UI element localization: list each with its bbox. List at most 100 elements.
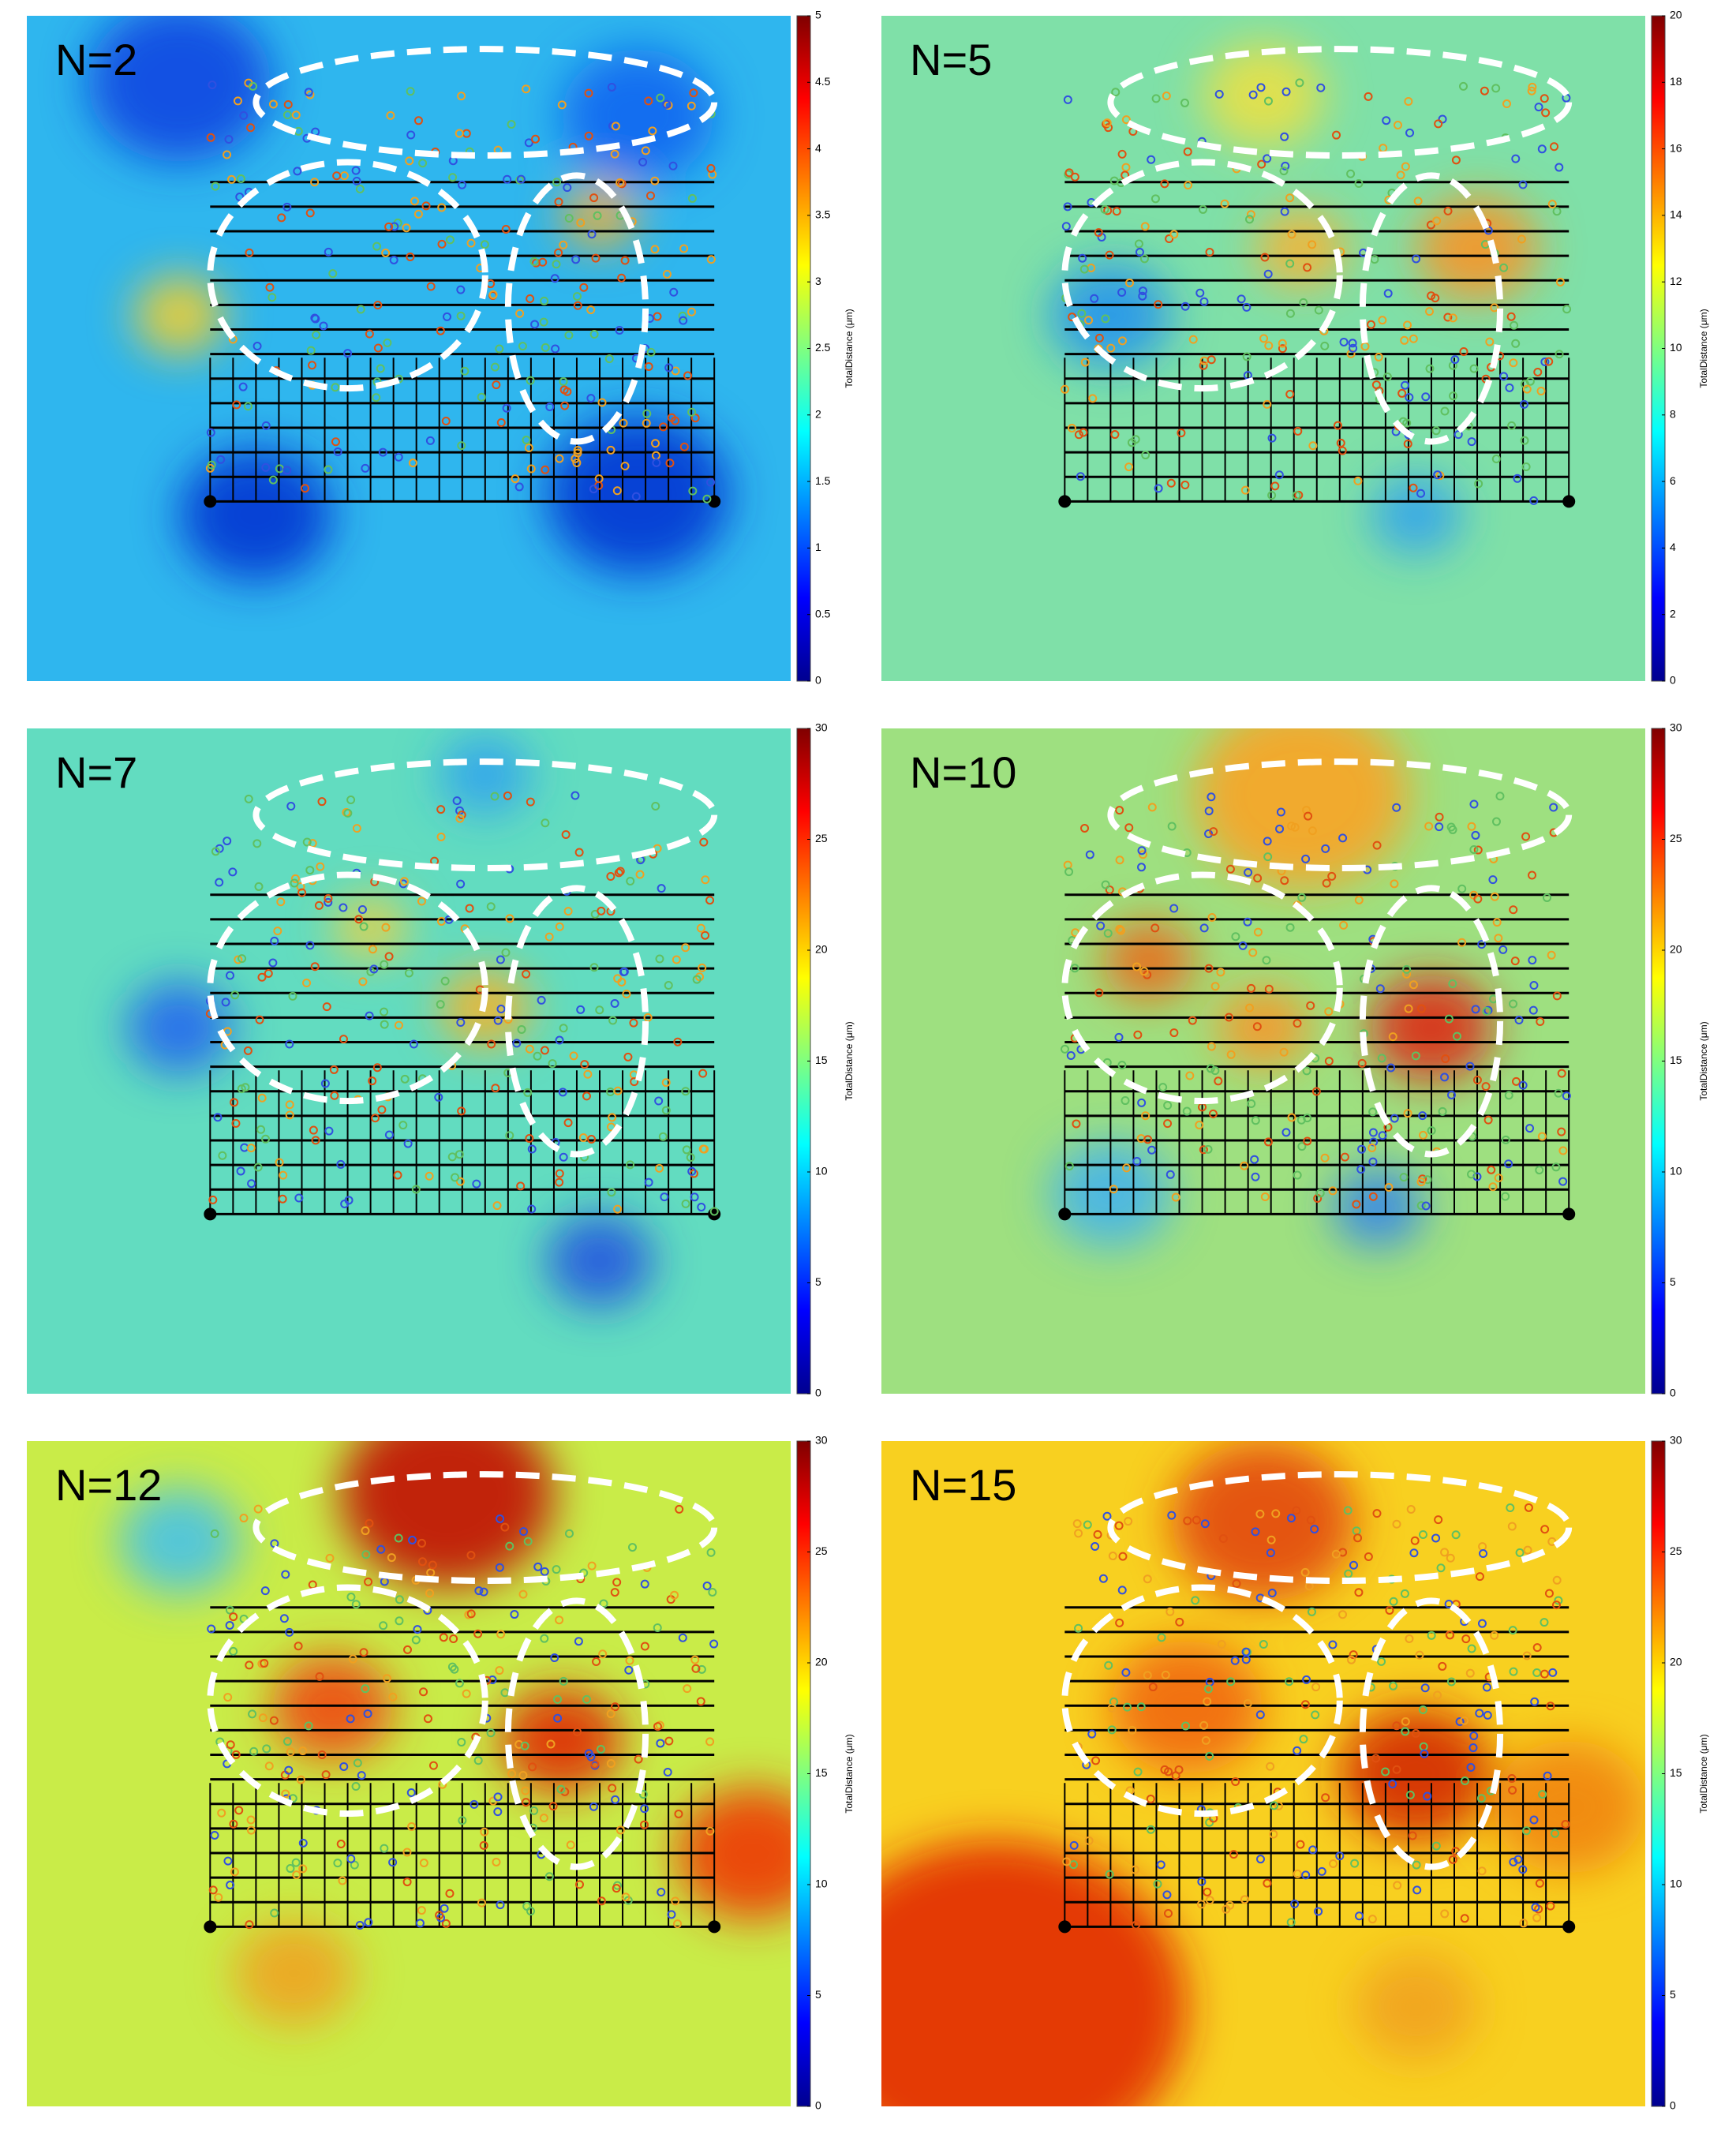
cell-marker bbox=[701, 930, 710, 940]
colorbar-label: TotalDistance (μm) bbox=[844, 309, 855, 387]
cell-marker bbox=[491, 1084, 500, 1093]
cell-marker bbox=[309, 1125, 318, 1135]
cell-marker bbox=[230, 1098, 239, 1107]
cell-marker bbox=[1125, 278, 1135, 287]
cell-marker bbox=[1263, 96, 1273, 106]
cell-marker bbox=[1147, 803, 1157, 812]
region-outline bbox=[504, 172, 649, 445]
cell-marker bbox=[400, 1074, 410, 1084]
cell-marker bbox=[487, 1039, 496, 1049]
cell-marker bbox=[246, 1144, 256, 1153]
cell-marker bbox=[223, 837, 232, 846]
cell-marker bbox=[526, 797, 535, 807]
cell-marker bbox=[370, 1114, 380, 1123]
cell-marker bbox=[555, 1177, 564, 1187]
cell-marker bbox=[1103, 929, 1113, 938]
cell-marker bbox=[215, 878, 224, 887]
cell-marker bbox=[436, 916, 446, 926]
cell-marker bbox=[574, 848, 584, 857]
cell-marker bbox=[1106, 343, 1116, 353]
cell-marker bbox=[1490, 303, 1499, 313]
cell-marker bbox=[1253, 927, 1263, 937]
cell-marker bbox=[550, 274, 559, 283]
cell-marker bbox=[306, 346, 316, 355]
cell-marker bbox=[641, 146, 650, 155]
cell-marker bbox=[681, 1199, 690, 1208]
cell-marker bbox=[423, 1714, 432, 1724]
cell-marker bbox=[1320, 341, 1330, 350]
cell-marker bbox=[1264, 341, 1274, 350]
colorbar-tick-label: 5 bbox=[815, 1988, 821, 2001]
cell-marker bbox=[285, 1627, 294, 1637]
cell-marker bbox=[671, 366, 680, 376]
cell-marker bbox=[1448, 979, 1457, 989]
cell-marker bbox=[1476, 1794, 1486, 1803]
cell-marker bbox=[1434, 1515, 1443, 1525]
cell-marker bbox=[1250, 1155, 1259, 1164]
cell-marker bbox=[247, 1179, 256, 1189]
cell-marker bbox=[311, 1136, 320, 1145]
colorbar-tick-label: 3 bbox=[815, 275, 821, 287]
cell-marker bbox=[1483, 1115, 1493, 1125]
cell-marker bbox=[439, 1633, 448, 1642]
cell-marker bbox=[626, 876, 635, 885]
heat-field bbox=[881, 728, 1645, 1394]
cell-marker bbox=[234, 955, 243, 964]
cell-marker bbox=[1263, 837, 1272, 846]
cell-marker bbox=[1332, 130, 1341, 140]
heat-field bbox=[881, 1441, 1645, 2106]
colorbar-tick-label: 16 bbox=[1670, 141, 1682, 154]
cell-marker bbox=[387, 1553, 396, 1563]
cell-marker bbox=[1492, 918, 1502, 927]
cell-marker bbox=[394, 452, 403, 462]
cell-marker bbox=[1293, 1746, 1302, 1755]
cell-marker bbox=[1416, 1004, 1426, 1013]
cell-marker bbox=[384, 952, 394, 961]
cell-marker bbox=[279, 1614, 289, 1623]
cell-marker bbox=[672, 955, 681, 964]
cell-marker bbox=[1302, 1066, 1311, 1076]
region-outline bbox=[207, 1584, 488, 1818]
cell-marker bbox=[1353, 476, 1363, 485]
cell-marker bbox=[402, 1878, 412, 1887]
cell-marker bbox=[524, 138, 533, 148]
cell-marker bbox=[1091, 1542, 1100, 1552]
cell-marker bbox=[655, 954, 664, 964]
cell-marker bbox=[686, 1153, 695, 1162]
cell-marker bbox=[237, 1084, 246, 1094]
cell-marker bbox=[1293, 1869, 1302, 1878]
cell-marker bbox=[579, 283, 589, 292]
cell-marker bbox=[1267, 491, 1277, 500]
cell-marker bbox=[1064, 168, 1074, 178]
cell-marker bbox=[589, 330, 599, 339]
cell-marker bbox=[493, 1807, 503, 1817]
colorbar-tick-label: 2.5 bbox=[815, 341, 831, 354]
region-outline bbox=[1107, 1471, 1573, 1585]
cell-marker bbox=[518, 1527, 528, 1537]
cell-marker bbox=[559, 1024, 568, 1033]
cell-marker bbox=[1243, 917, 1252, 927]
cell-marker bbox=[1232, 1579, 1241, 1589]
cell-marker bbox=[1502, 99, 1512, 109]
cell-marker bbox=[1562, 305, 1572, 314]
cell-marker bbox=[628, 1543, 638, 1552]
cell-marker bbox=[518, 342, 527, 351]
cell-marker bbox=[682, 1145, 691, 1155]
cell-marker bbox=[576, 1005, 586, 1014]
cell-marker bbox=[604, 354, 614, 364]
cell-marker bbox=[361, 1684, 370, 1694]
cell-marker bbox=[1146, 1825, 1155, 1834]
cell-marker bbox=[1381, 1767, 1390, 1776]
cell-marker bbox=[389, 255, 398, 264]
cell-marker bbox=[1491, 455, 1501, 464]
cell-marker bbox=[1524, 1503, 1533, 1512]
cell-marker bbox=[1475, 1709, 1484, 1718]
cell-marker bbox=[409, 1039, 418, 1049]
cell-marker bbox=[1137, 863, 1147, 872]
cell-marker bbox=[1204, 964, 1214, 973]
cell-marker bbox=[227, 174, 237, 184]
cell-marker bbox=[1306, 1001, 1315, 1010]
cell-marker bbox=[1260, 253, 1270, 262]
cell-marker bbox=[224, 135, 234, 144]
cell-marker bbox=[1217, 1639, 1226, 1649]
